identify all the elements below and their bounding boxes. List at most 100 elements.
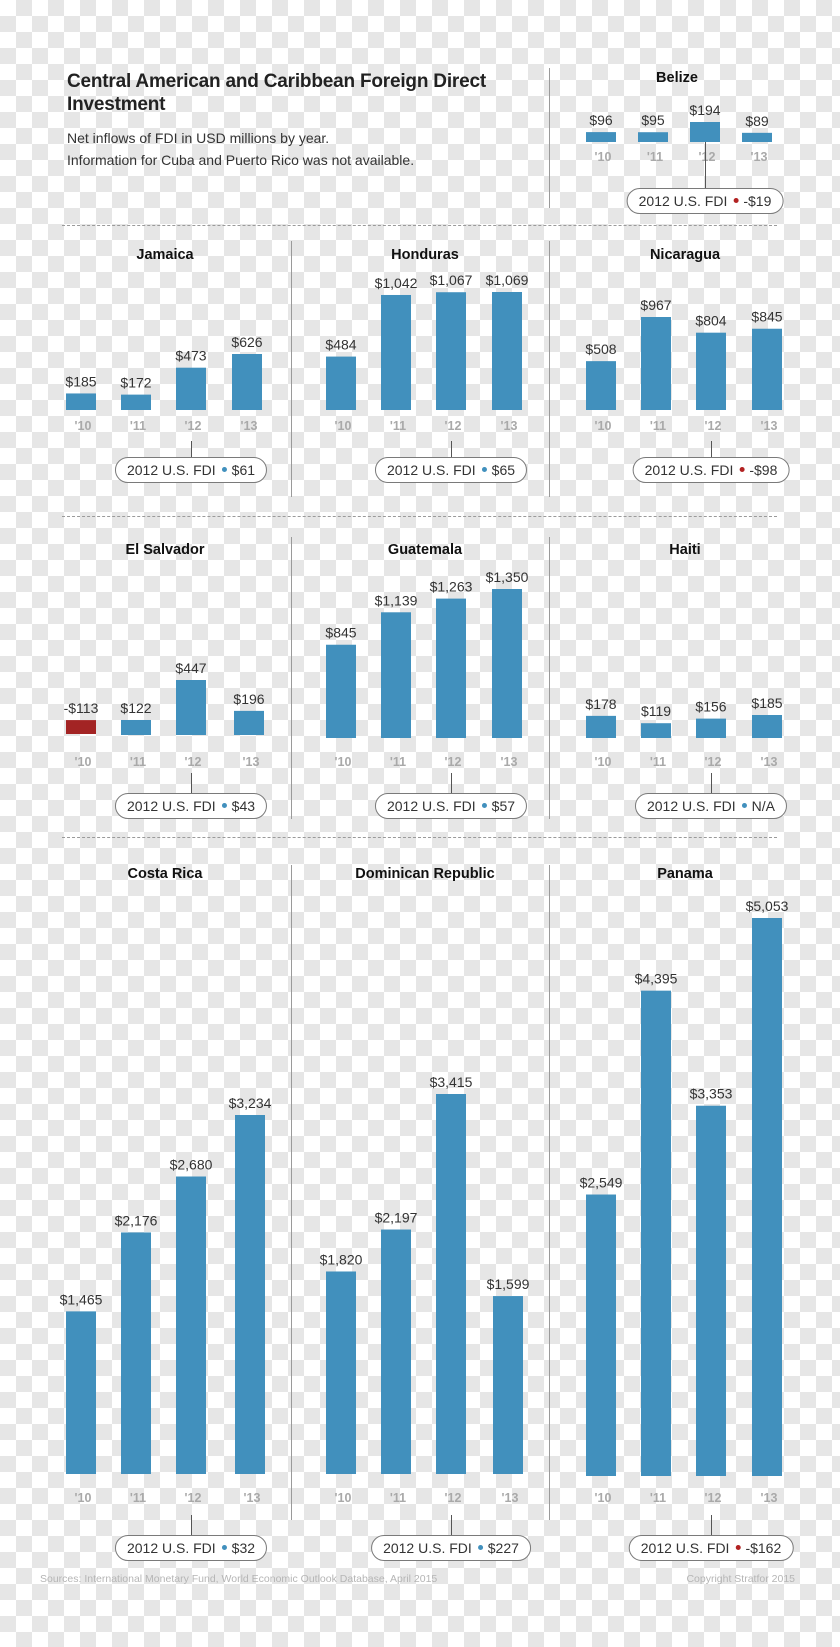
chart-panel-nicaragua: Nicaragua $508 '10 $967 '11 $804 '12 $845 '13 201… bbox=[560, 245, 810, 499]
bar-chart: $1,465 '10 $2,176 '11 $2,680 '12 $3,234 '13 bbox=[60, 1095, 272, 1505]
x-tick-label: '11 bbox=[647, 150, 663, 164]
bar-value-label: $3,353 bbox=[690, 1086, 733, 1102]
bar-value-label: -$113 bbox=[64, 700, 99, 716]
x-tick-label: '12 bbox=[705, 755, 722, 769]
column-divider bbox=[291, 537, 292, 819]
us-fdi-label: 2012 U.S. FDI bbox=[386, 798, 476, 814]
bar-value-label: $1,465 bbox=[60, 1291, 103, 1307]
bar-12 bbox=[436, 1094, 466, 1474]
bar-13 bbox=[234, 710, 264, 735]
x-tick-label: '10 bbox=[75, 755, 92, 769]
bar-value-label: $2,680 bbox=[170, 1156, 213, 1172]
bar-13 bbox=[752, 918, 782, 1476]
copyright-note: Copyright Stratfor 2015 bbox=[686, 1573, 795, 1585]
column-divider bbox=[549, 537, 550, 819]
bar-value-label: $119 bbox=[641, 703, 671, 719]
bar-10 bbox=[66, 1311, 96, 1474]
bar-11 bbox=[121, 1232, 151, 1474]
bar-value-label: $122 bbox=[120, 700, 151, 716]
bar-13 bbox=[493, 1296, 523, 1474]
pill-connector bbox=[191, 773, 192, 793]
bar-12 bbox=[436, 292, 466, 410]
x-tick-label: '10 bbox=[595, 419, 612, 433]
us-fdi-value: $65 bbox=[491, 462, 516, 478]
chart-panel-el-salvador: El Salvador -$113 '10 $122 '11 $447 '12 $196 '13… bbox=[40, 540, 290, 835]
pill-connector bbox=[451, 1515, 452, 1535]
bar-value-label: $473 bbox=[175, 348, 206, 364]
bar-10 bbox=[326, 644, 356, 738]
chart-panel-costa-rica: Costa Rica $1,465 '10 $2,176 '11 $2,680 '12 $3,… bbox=[40, 866, 290, 1577]
x-tick-label: '13 bbox=[761, 1491, 778, 1505]
pill-connector bbox=[711, 773, 712, 793]
x-tick-label: '10 bbox=[75, 419, 92, 433]
bar-13 bbox=[752, 715, 782, 738]
us-fdi-label: 2012 U.S. FDI bbox=[638, 193, 728, 209]
x-tick-label: '10 bbox=[335, 755, 352, 769]
us-fdi-label: 2012 U.S. FDI bbox=[386, 462, 476, 478]
bar-11 bbox=[641, 990, 671, 1476]
dot-icon bbox=[741, 803, 747, 808]
subtitle-line-2: Information for Cuba and Puerto Rico was… bbox=[67, 152, 415, 168]
bar-chart: $178 '10 $119 '11 $156 '12 $185 '13 bbox=[585, 695, 782, 769]
dot-icon bbox=[477, 1545, 483, 1550]
bar-10 bbox=[586, 361, 616, 410]
us-fdi-value: $43 bbox=[231, 798, 256, 814]
x-tick-label: '11 bbox=[650, 419, 666, 433]
bar-11 bbox=[121, 394, 151, 410]
panel-title: Honduras bbox=[391, 247, 459, 263]
us-fdi-label: 2012 U.S. FDI bbox=[126, 1540, 216, 1556]
us-fdi-label: 2012 U.S. FDI bbox=[644, 462, 734, 478]
x-tick-label: '13 bbox=[244, 1491, 261, 1505]
x-tick-label: '10 bbox=[75, 1491, 92, 1505]
pill-connector bbox=[451, 441, 452, 457]
x-tick-label: '12 bbox=[705, 1491, 722, 1505]
x-tick-label: '11 bbox=[130, 419, 146, 433]
us-fdi-label: 2012 U.S. FDI bbox=[383, 1540, 472, 1556]
bar-value-label: $1,069 bbox=[486, 272, 529, 288]
chart-panel-belize: Belize $96 '10 $95 '11 $194 '12 $89 '13 2012 U.S.… bbox=[557, 68, 797, 230]
x-tick-label: '12 bbox=[445, 755, 462, 769]
bar-value-label: $185 bbox=[65, 373, 96, 389]
bar-value-label: $804 bbox=[695, 313, 726, 329]
bar-value-label: $967 bbox=[640, 297, 671, 313]
us-fdi-label: 2012 U.S. FDI bbox=[640, 1540, 730, 1556]
x-tick-label: '10 bbox=[595, 755, 612, 769]
bar-10 bbox=[66, 720, 96, 734]
x-tick-label: '12 bbox=[185, 755, 202, 769]
bar-value-label: $1,599 bbox=[487, 1276, 530, 1292]
x-tick-label: '10 bbox=[335, 419, 352, 433]
bar-12 bbox=[176, 1176, 206, 1474]
bar-chart: $845 '10 $1,139 '11 $1,263 '12 $1,350 '13 bbox=[325, 569, 528, 769]
us-fdi-value: -$19 bbox=[743, 193, 772, 209]
bar-12 bbox=[690, 122, 720, 142]
panel-title: Guatemala bbox=[387, 542, 463, 558]
bar-value-label: $2,549 bbox=[580, 1175, 623, 1191]
pill-connector bbox=[191, 441, 192, 457]
bar-value-label: $1,067 bbox=[430, 272, 473, 288]
bar-value-label: $178 bbox=[585, 696, 616, 712]
x-tick-label: '13 bbox=[501, 755, 518, 769]
us-fdi-value: $227 bbox=[487, 1540, 519, 1556]
chart-panel-jamaica: Jamaica $185 '10 $172 '11 $473 '12 $626 '13 2012 … bbox=[40, 245, 290, 499]
row-divider-1 bbox=[62, 225, 777, 226]
bar-12 bbox=[436, 598, 466, 738]
panel-title: Jamaica bbox=[136, 247, 194, 263]
bar-12 bbox=[696, 332, 726, 410]
x-tick-label: '12 bbox=[185, 1491, 202, 1505]
x-tick-label: '12 bbox=[705, 419, 722, 433]
x-tick-label: '11 bbox=[390, 1491, 406, 1505]
x-tick-label: '10 bbox=[595, 1491, 612, 1505]
bar-value-label: $4,395 bbox=[635, 971, 678, 987]
x-tick-label: '11 bbox=[650, 755, 666, 769]
main-title: Central American and Caribbean Foreign D… bbox=[67, 71, 486, 115]
bar-10 bbox=[326, 356, 356, 410]
bar-10 bbox=[586, 132, 616, 142]
bar-11 bbox=[381, 294, 411, 410]
bar-value-label: $845 bbox=[325, 625, 356, 641]
bar-value-label: $172 bbox=[120, 375, 151, 391]
bar-value-label: $95 bbox=[641, 112, 665, 128]
bar-value-label: $2,176 bbox=[115, 1212, 158, 1228]
us-fdi-callout: 2012 U.S. FDI $32 bbox=[114, 1535, 268, 1561]
bar-value-label: $1,263 bbox=[430, 579, 473, 595]
bar-11 bbox=[641, 723, 671, 738]
